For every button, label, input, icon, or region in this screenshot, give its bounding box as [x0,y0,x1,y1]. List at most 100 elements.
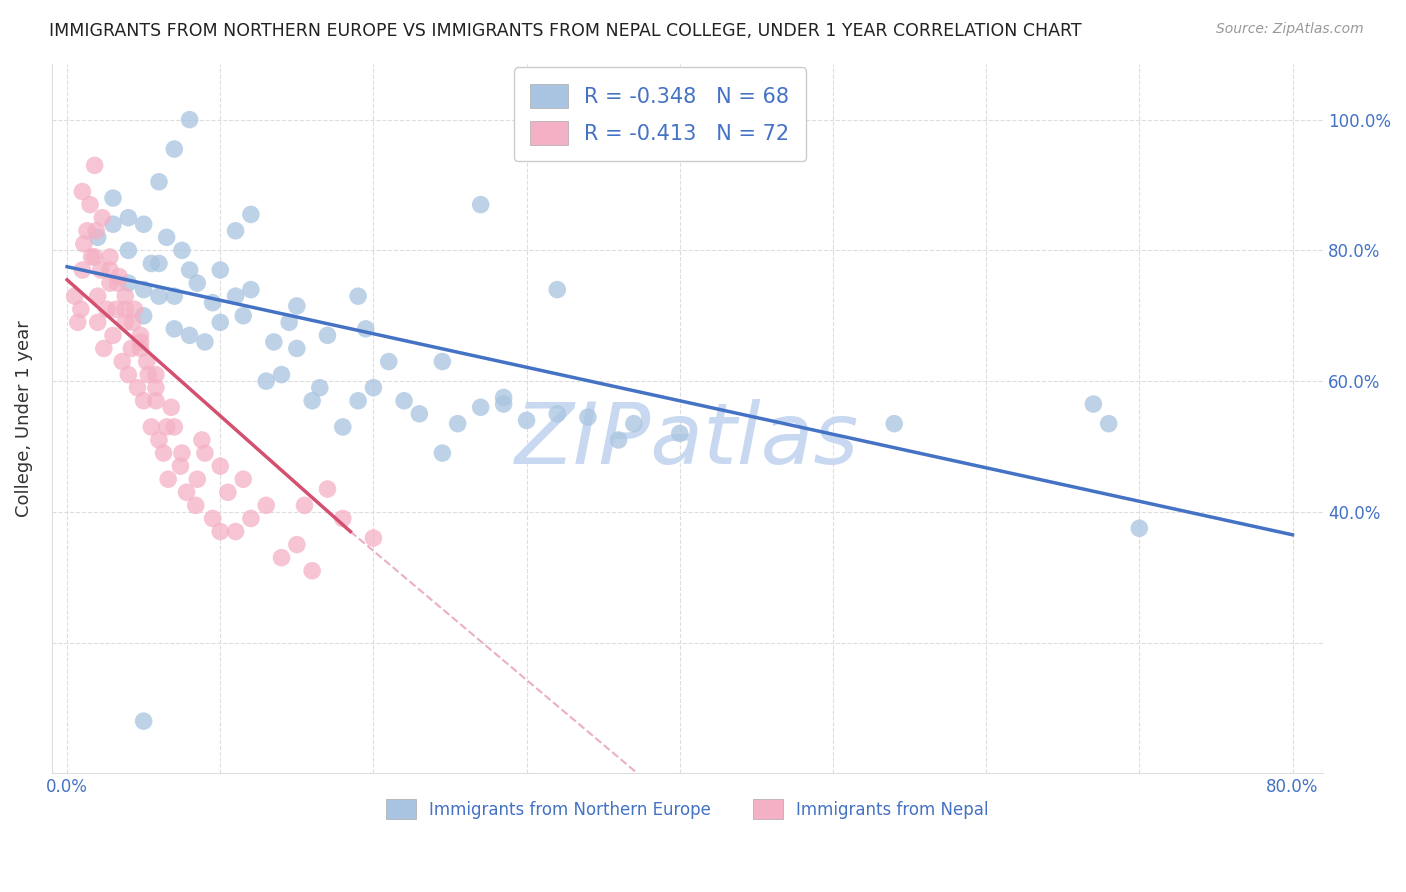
Point [72,185,94,199]
Point [294,499,316,513]
Point [285,538,308,552]
Point [132,393,155,408]
Point [127,381,149,395]
Point [254,374,277,388]
Point [432,446,454,460]
Point [225,224,247,238]
Point [516,413,538,427]
Point [170,244,193,258]
Point [316,482,339,496]
Point [83,158,105,172]
Point [239,283,262,297]
Point [80,250,103,264]
Point [492,391,515,405]
Point [108,269,131,284]
Point [179,112,201,127]
Point [301,564,323,578]
Point [63,289,86,303]
Point [101,217,124,231]
Point [111,354,134,368]
Point [98,263,121,277]
Point [332,511,354,525]
Point [432,354,454,368]
Point [201,511,224,525]
Point [278,315,301,329]
Point [169,459,191,474]
Point [70,302,93,317]
Point [354,322,377,336]
Point [186,276,208,290]
Point [66,315,89,329]
Point [114,289,136,303]
Point [132,217,155,231]
Point [117,276,139,290]
Y-axis label: College, Under 1 year: College, Under 1 year [15,320,32,517]
Point [163,142,186,156]
Point [546,407,568,421]
Point [447,417,470,431]
Point [209,263,232,277]
Point [184,499,207,513]
Point [135,354,157,368]
Point [232,472,254,486]
Point [270,368,292,382]
Point [176,485,198,500]
Point [129,342,152,356]
Point [163,322,186,336]
Point [408,407,430,421]
Point [263,334,285,349]
Point [141,256,163,270]
Point [83,250,105,264]
Point [86,230,108,244]
Point [209,315,232,329]
Point [392,393,415,408]
Point [93,342,115,356]
Point [377,354,399,368]
Point [136,368,159,382]
Point [576,410,599,425]
Point [90,263,112,277]
Point [209,524,232,539]
Point [186,472,208,486]
Point [363,381,385,395]
Point [217,485,239,500]
Point [129,334,152,349]
Point [86,289,108,303]
Point [76,224,98,238]
Point [98,250,121,264]
Point [239,511,262,525]
Point [179,328,201,343]
Point [120,342,142,356]
Point [148,256,170,270]
Point [148,289,170,303]
Point [91,211,114,225]
Text: IMMIGRANTS FROM NORTHERN EUROPE VS IMMIGRANTS FROM NEPAL COLLEGE, UNDER 1 YEAR C: IMMIGRANTS FROM NORTHERN EUROPE VS IMMIG… [49,22,1081,40]
Point [105,302,128,317]
Point [163,289,186,303]
Point [1083,397,1105,411]
Point [194,334,217,349]
Point [114,315,136,329]
Point [117,368,139,382]
Point [170,446,193,460]
Point [84,224,107,238]
Point [129,328,152,343]
Point [332,420,354,434]
Point [98,276,121,290]
Point [363,531,385,545]
Point [160,401,183,415]
Point [194,446,217,460]
Text: ZIPatlas: ZIPatlas [516,399,859,482]
Point [179,263,201,277]
Point [145,381,167,395]
Point [239,207,262,221]
Point [301,393,323,408]
Point [1098,417,1121,431]
Point [254,499,277,513]
Point [152,446,174,460]
Point [122,315,145,329]
Point [107,276,129,290]
Point [86,315,108,329]
Point [132,283,155,297]
Point [225,524,247,539]
